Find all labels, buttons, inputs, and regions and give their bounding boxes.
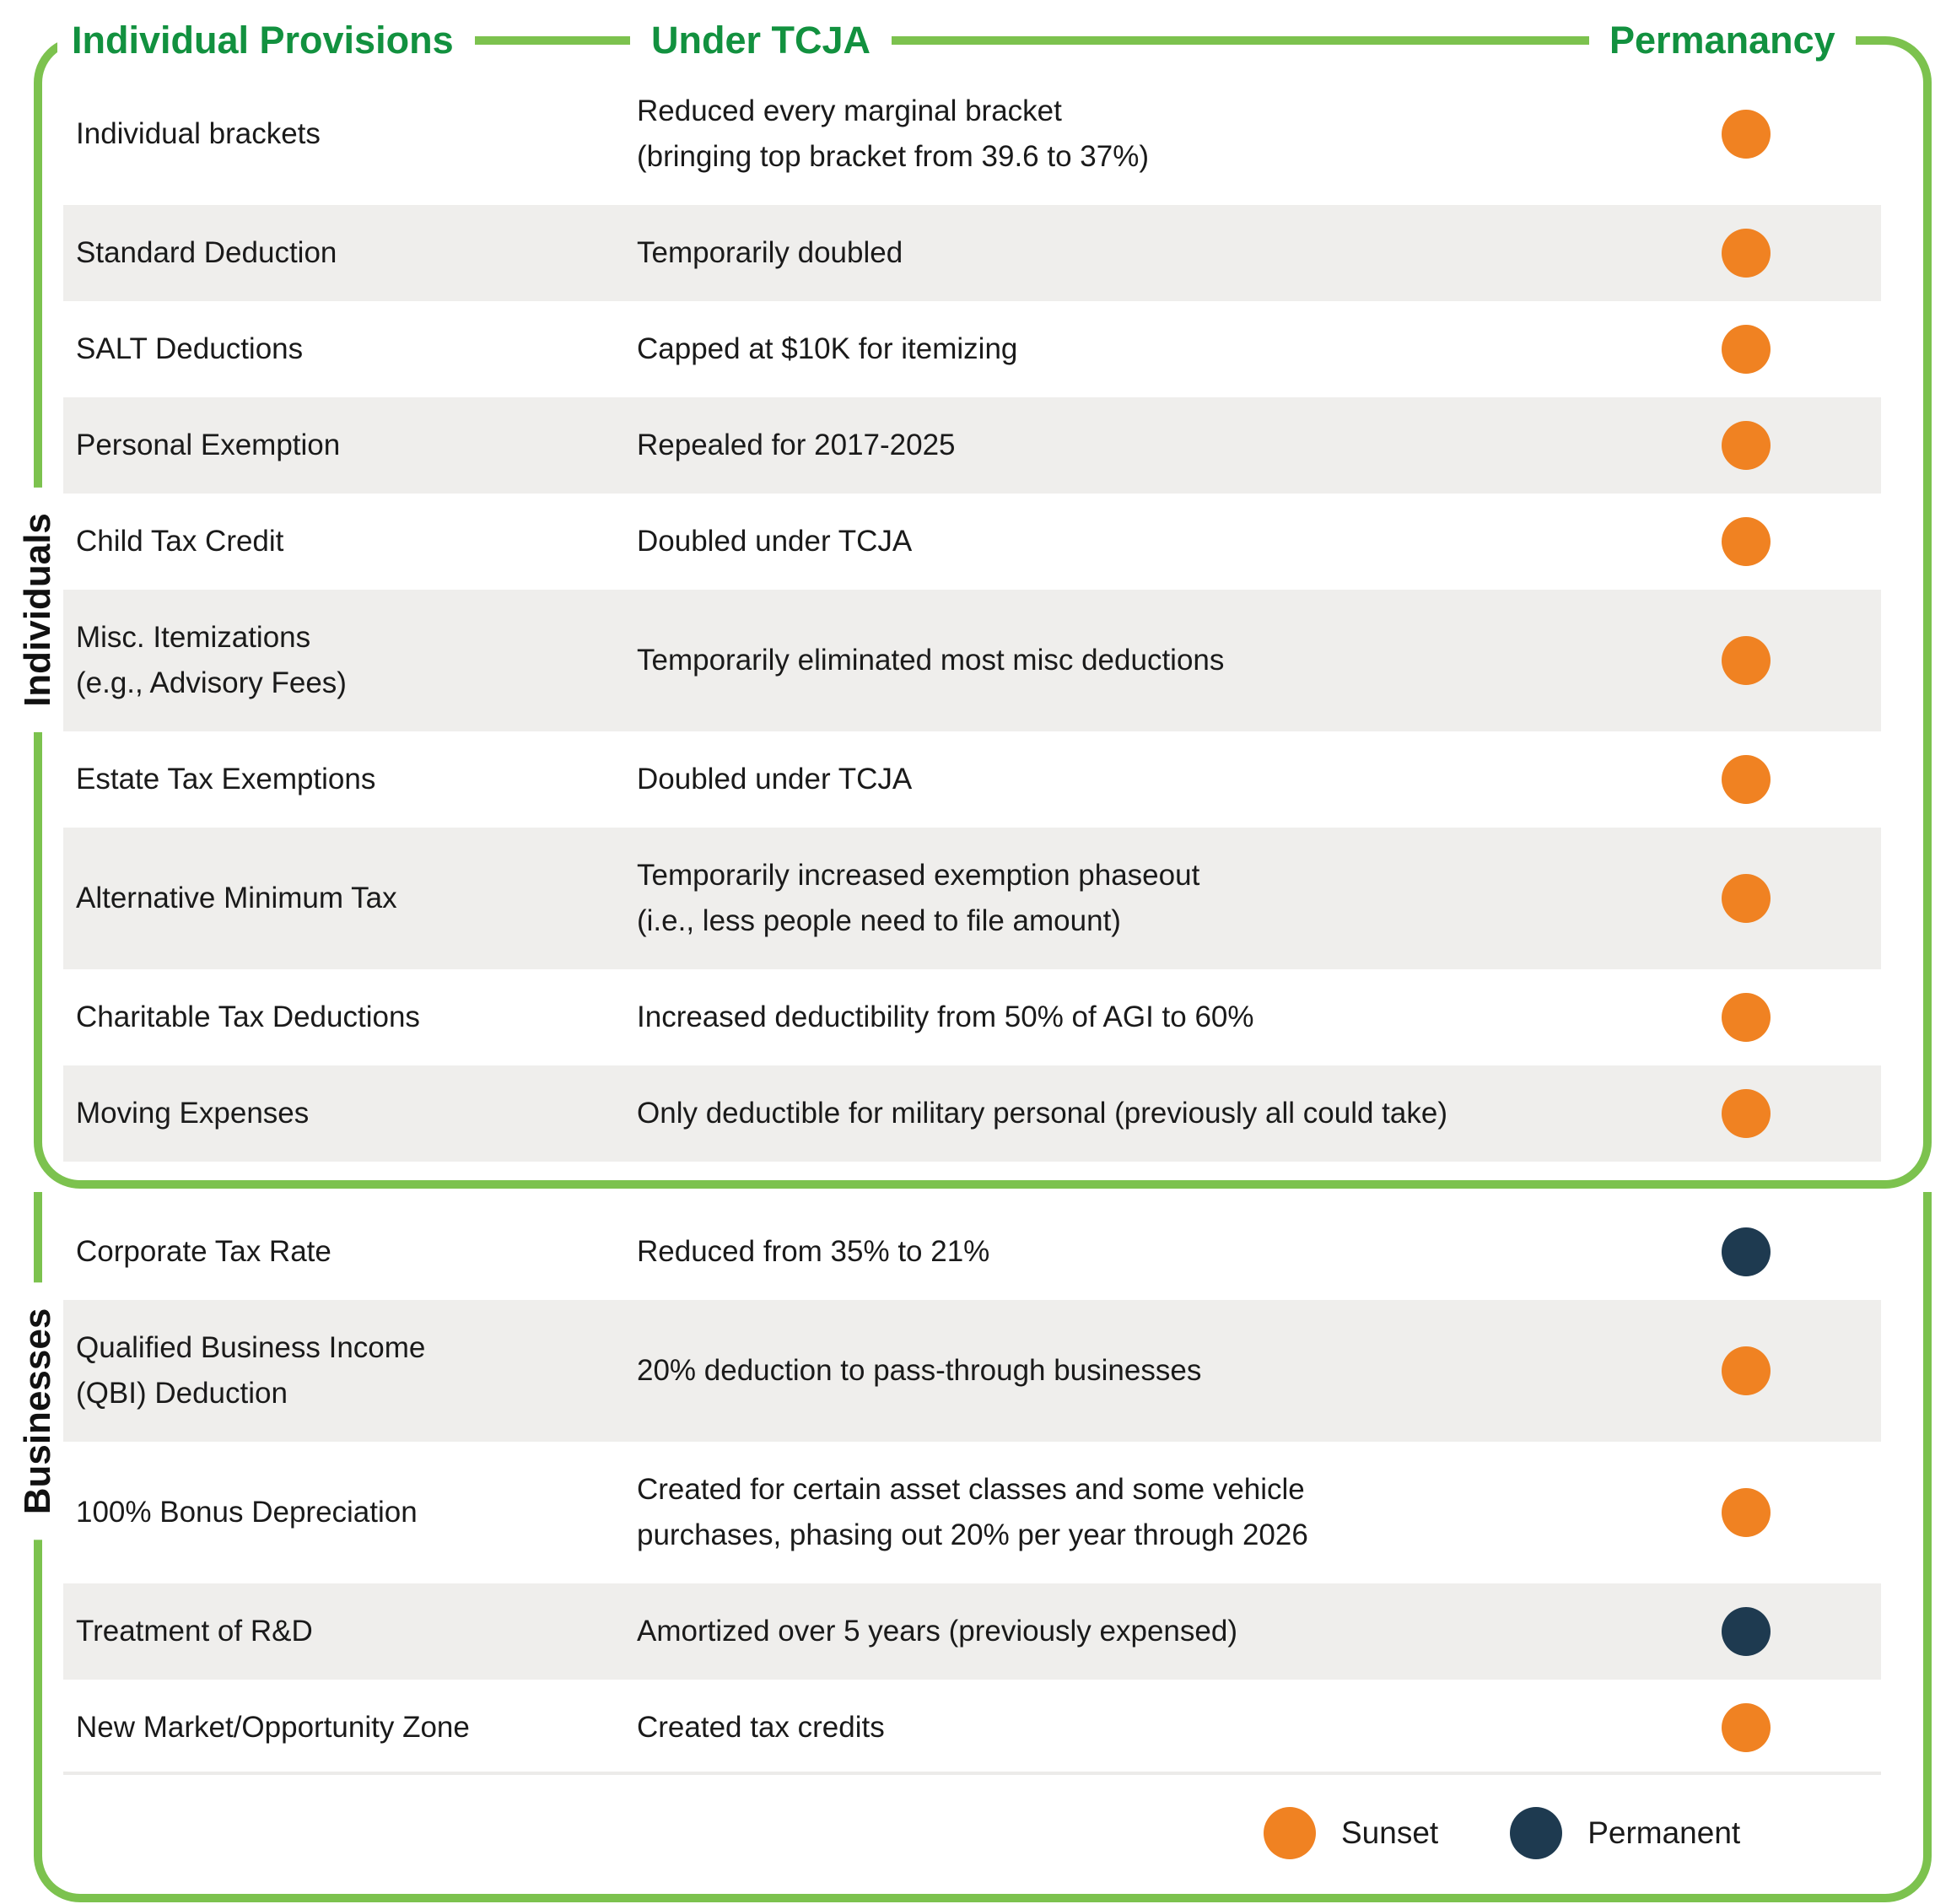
status-dot-sunset: [1722, 229, 1771, 278]
column-header-individual-provisions: Individual Provisions: [57, 15, 475, 66]
table-row: Alternative Minimum Tax Temporarily incre…: [63, 828, 1881, 969]
status-dot-sunset: [1722, 1089, 1771, 1138]
provision-description: 20% deduction to pass-through businesses: [637, 1354, 1202, 1387]
provision-name: 100% Bonus Depreciation: [76, 1496, 418, 1529]
provision-description: Temporarily eliminated most misc deducti…: [637, 644, 1225, 677]
provision-description: Created tax credits: [637, 1711, 885, 1744]
table-row: Estate Tax Exemptions Doubled under TCJA: [63, 731, 1881, 828]
legend: Sunset Permanent: [1264, 1807, 1740, 1859]
table-row: Corporate Tax Rate Reduced from 35% to 21…: [63, 1204, 1881, 1300]
section-label-individuals: Individuals: [17, 488, 59, 732]
table-row: SALT Deductions Capped at $10K for itemiz…: [63, 301, 1881, 397]
provision-name: Misc. Itemizations (e.g., Advisory Fees): [76, 621, 347, 699]
provision-name: Moving Expenses: [76, 1097, 310, 1130]
table-row: Qualified Business Income (QBI) Deductio…: [63, 1300, 1881, 1442]
column-header-permanancy: Permanancy: [1589, 15, 1856, 66]
provision-name: Individual brackets: [76, 117, 321, 150]
status-dot-sunset: [1722, 1488, 1771, 1537]
provision-description: Temporarily increased exemption phaseout…: [637, 859, 1200, 937]
provision-name: Charitable Tax Deductions: [76, 1001, 420, 1033]
status-dot-permanent: [1722, 1227, 1771, 1276]
provision-description: Increased deductibility from 50% of AGI …: [637, 1001, 1254, 1033]
table-row: Personal Exemption Repealed for 2017-2025: [63, 397, 1881, 494]
table-row: Moving Expenses Only deductible for milit…: [63, 1065, 1881, 1162]
provision-name: Alternative Minimum Tax: [76, 882, 397, 914]
provision-name: Qualified Business Income (QBI) Deductio…: [76, 1331, 426, 1410]
table-row: Misc. Itemizations (e.g., Advisory Fees)…: [63, 590, 1881, 731]
table-row: Standard Deduction Temporarily doubled: [63, 205, 1881, 301]
provision-description: Doubled under TCJA: [637, 763, 913, 796]
provision-description: Only deductible for military personal (p…: [637, 1097, 1447, 1130]
provision-name: Treatment of R&D: [76, 1615, 313, 1648]
provision-description: Repealed for 2017-2025: [637, 429, 956, 461]
provision-description: Amortized over 5 years (previously expen…: [637, 1615, 1237, 1648]
sunset-dot-icon: [1264, 1807, 1316, 1859]
provision-name: New Market/Opportunity Zone: [76, 1711, 470, 1744]
legend-label-permanent: Permanent: [1587, 1815, 1741, 1850]
provision-name: Standard Deduction: [76, 236, 337, 269]
status-dot-sunset: [1722, 874, 1771, 923]
provision-description: Reduced from 35% to 21%: [637, 1235, 990, 1268]
provision-name: SALT Deductions: [76, 332, 304, 365]
provision-name: Estate Tax Exemptions: [76, 763, 376, 796]
provision-description: Doubled under TCJA: [637, 525, 913, 558]
status-dot-sunset: [1722, 517, 1771, 566]
table-row: Individual brackets Reduced every margina…: [63, 63, 1881, 205]
column-header-under-tcja: Under TCJA: [630, 15, 892, 66]
status-dot-sunset: [1722, 421, 1771, 470]
individuals-rows: Individual brackets Reduced every margina…: [63, 63, 1881, 1162]
status-dot-sunset: [1722, 325, 1771, 374]
provision-description: Created for certain asset classes and so…: [637, 1473, 1308, 1551]
businesses-rows: Corporate Tax Rate Reduced from 35% to 21…: [63, 1204, 1881, 1776]
legend-label-sunset: Sunset: [1341, 1815, 1439, 1850]
provision-description: Capped at $10K for itemizing: [637, 332, 1018, 365]
table-row: New Market/Opportunity Zone Created tax c…: [63, 1680, 1881, 1776]
status-dot-sunset: [1722, 755, 1771, 804]
status-dot-sunset: [1722, 110, 1771, 159]
table-row: 100% Bonus Depreciation Created for certa…: [63, 1442, 1881, 1583]
table-row: Charitable Tax Deductions Increased deduc…: [63, 969, 1881, 1065]
table-row: Child Tax Credit Doubled under TCJA: [63, 494, 1881, 590]
legend-divider: [63, 1772, 1881, 1775]
status-dot-permanent: [1722, 1607, 1771, 1656]
businesses-section-border: [34, 1192, 1932, 1902]
section-label-businesses: Businesses: [17, 1282, 59, 1540]
provision-name: Child Tax Credit: [76, 525, 284, 558]
status-dot-sunset: [1722, 1703, 1771, 1752]
provision-description: Temporarily doubled: [637, 236, 903, 269]
legend-item-sunset: Sunset: [1264, 1807, 1438, 1859]
legend-item-permanent: Permanent: [1510, 1807, 1740, 1859]
status-dot-sunset: [1722, 1346, 1771, 1395]
status-dot-sunset: [1722, 636, 1771, 685]
provision-description: Reduced every marginal bracket (bringing…: [637, 94, 1149, 173]
permanent-dot-icon: [1510, 1807, 1563, 1859]
provision-name: Corporate Tax Rate: [76, 1235, 331, 1268]
provision-name: Personal Exemption: [76, 429, 341, 461]
table-row: Treatment of R&D Amortized over 5 years (…: [63, 1583, 1881, 1680]
status-dot-sunset: [1722, 993, 1771, 1042]
